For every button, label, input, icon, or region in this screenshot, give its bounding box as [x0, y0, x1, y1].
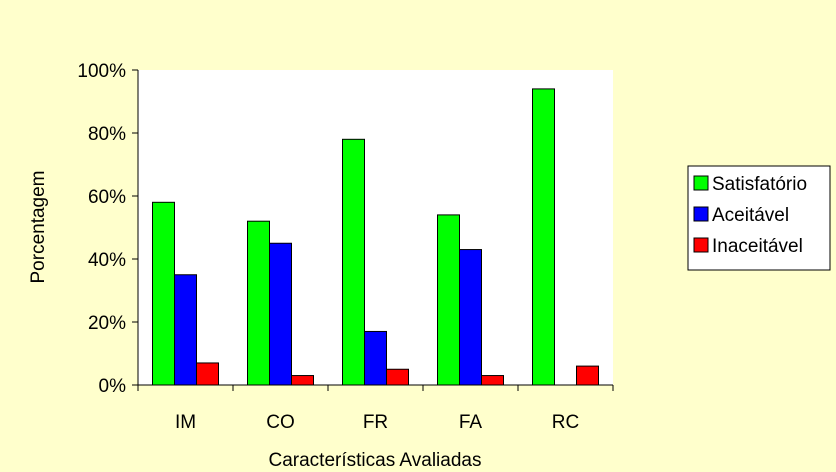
bar-fa-2: [481, 375, 504, 386]
bar-rc-0: [532, 88, 555, 386]
y-tick-label: 40%: [88, 250, 126, 271]
y-ticks-group: 0% 20% 40% 60% 80% 100%: [77, 61, 138, 397]
legend-swatch: [693, 206, 709, 222]
y-tick-label: 80%: [88, 124, 126, 145]
bar-co-0: [247, 220, 270, 386]
y-axis-title: Porcentagem: [28, 170, 49, 283]
y-tick-label: 100%: [77, 61, 126, 82]
bar-rc-2: [576, 365, 599, 386]
bar-fr-0: [342, 138, 365, 386]
legend-swatch: [693, 237, 709, 253]
bar-im-1: [174, 274, 197, 386]
bar-im-0: [152, 201, 175, 386]
y-tick-label: 60%: [88, 187, 126, 208]
legend-label: Satisfatório: [712, 174, 807, 195]
bar-co-2: [291, 375, 314, 386]
legend-box: [687, 165, 831, 271]
legend-label: Inaceitável: [712, 236, 803, 257]
bar-co-1: [269, 242, 292, 386]
y-tick-label: 20%: [88, 313, 126, 334]
bar-im-2: [196, 362, 219, 386]
legend: Satisfatório Aceitável Inaceitável: [687, 165, 831, 271]
category-label: FR: [363, 412, 388, 433]
category-label: CO: [266, 412, 295, 433]
bar-fa-1: [459, 249, 482, 386]
category-label: IM: [175, 412, 196, 433]
bar-fr-2: [386, 368, 409, 386]
y-tick-label: 0%: [99, 376, 127, 397]
x-axis-title: Características Avaliadas: [269, 450, 482, 471]
x-ticks-group: IM CO FR FA RC: [137, 385, 614, 433]
axes-group: [137, 70, 613, 386]
bar-fr-1: [364, 330, 387, 386]
bar-fa-0: [437, 214, 460, 386]
legend-swatch: [693, 175, 709, 191]
category-label: FA: [459, 412, 483, 433]
category-label: RC: [552, 412, 579, 433]
legend-label: Aceitável: [712, 205, 789, 226]
bars-group: [152, 88, 599, 386]
